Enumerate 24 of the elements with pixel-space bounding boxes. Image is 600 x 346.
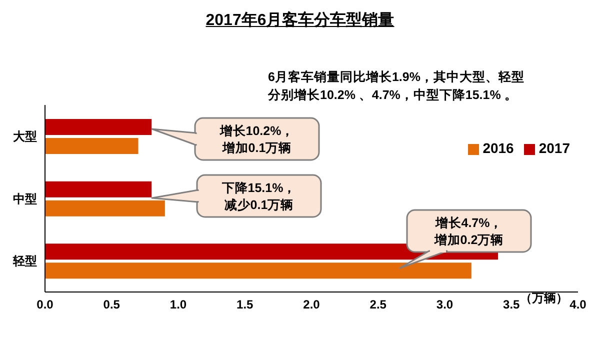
- legend-label: 2017: [538, 140, 570, 156]
- annotation: 下降15.1%，减少0.1万辆: [220, 181, 296, 212]
- x-tick-label: 0.0: [36, 298, 54, 312]
- annotation: 增长10.2%，增加0.1万辆: [218, 124, 294, 155]
- annotation: 增长4.7%，增加0.2万辆: [433, 216, 504, 247]
- y-tick-label: 中型: [13, 192, 37, 206]
- x-tick-label: 2.0: [303, 298, 320, 312]
- x-tick-label: 3.0: [436, 298, 454, 312]
- y-tick-label: 大型: [13, 129, 37, 144]
- bar: [45, 200, 165, 216]
- x-tick-label: 2.5: [370, 298, 387, 312]
- bar: [45, 262, 472, 279]
- x-tick-label: 1.0: [170, 298, 187, 312]
- chart-title: 2017年6月客车分车型销量: [204, 10, 396, 31]
- y-tick-label: 轻型: [12, 254, 37, 268]
- bar: [45, 138, 138, 154]
- x-tick-label: 4.0: [570, 298, 587, 312]
- x-axis-title: （万辆）: [520, 290, 568, 307]
- x-tick-label: 0.5: [103, 298, 120, 312]
- legend-label: 2016: [482, 140, 514, 156]
- x-tick-label: 1.5: [236, 298, 254, 312]
- x-tick-label: 3.5: [503, 298, 520, 312]
- bar: [45, 119, 152, 135]
- chart-subtitle: 6月客车销量同比增长1.9%，其中大型、轻型分别增长10.2% 、4.7%，中型下降15.1% 。: [268, 69, 526, 104]
